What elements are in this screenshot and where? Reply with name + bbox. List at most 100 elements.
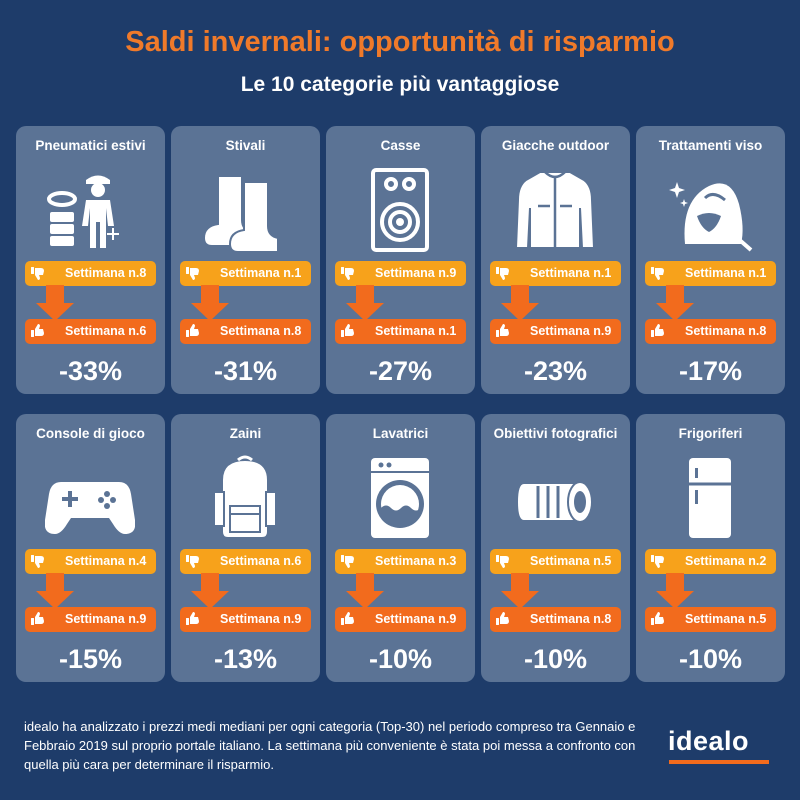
thumbs-down-icon <box>31 554 45 568</box>
washing-machine-icon <box>355 454 445 542</box>
logo-underline <box>669 760 769 764</box>
thumbs-up-icon <box>31 324 45 338</box>
best-week-label: Settimana n.9 <box>530 324 612 338</box>
category-card: Giacche outdoor Settimana n.1 <box>481 126 630 394</box>
arrow-down-icon <box>191 573 229 609</box>
worst-week-label: Settimana n.3 <box>375 554 457 568</box>
saving-percentage: -10% <box>678 644 743 674</box>
footer-note: idealo ha analizzato i prezzi medi media… <box>24 719 636 772</box>
category-name: Giacche outdoor <box>501 138 610 153</box>
thumbs-up-icon <box>186 612 200 626</box>
worst-week-label: Settimana n.1 <box>685 266 767 280</box>
worst-week-badge: Settimana n.1 <box>180 261 311 286</box>
category-name: Casse <box>380 138 421 153</box>
category-name: Obiettivi fotografici <box>493 426 618 441</box>
category-name: Lavatrici <box>372 426 429 441</box>
category-grid: Pneumatici estivi Settima <box>16 126 786 694</box>
thumbs-down-icon <box>651 554 665 568</box>
saving-percentage: -31% <box>213 356 278 386</box>
saving-percentage: -13% <box>213 644 278 674</box>
arrow-down-icon <box>501 573 539 609</box>
worst-week-label: Settimana n.1 <box>220 266 302 280</box>
best-week-badge: Settimana n.9 <box>335 607 466 632</box>
saving-percentage: -17% <box>678 356 743 386</box>
gamepad-icon <box>45 454 135 542</box>
thumbs-up-icon <box>341 324 355 338</box>
worst-week-badge: Settimana n.5 <box>490 549 621 574</box>
worst-week-badge: Settimana n.1 <box>645 261 776 286</box>
arrow-down-icon <box>346 573 384 609</box>
page-title: Saldi invernali: opportunità di risparmi… <box>125 26 675 58</box>
jacket-icon <box>510 166 600 254</box>
arrow-down-icon <box>191 285 229 321</box>
best-week-badge: Settimana n.8 <box>645 319 776 344</box>
boots-icon <box>200 166 290 254</box>
tire-worker-icon <box>45 166 135 254</box>
arrow-down-icon <box>36 573 74 609</box>
category-name: Stivali <box>225 138 266 153</box>
saving-percentage: -23% <box>523 356 588 386</box>
thumbs-up-icon <box>341 612 355 626</box>
thumbs-up-icon <box>496 324 510 338</box>
category-card: Stivali Settimana n.1 Settimana n.8 - <box>171 126 320 394</box>
worst-week-label: Settimana n.1 <box>530 266 612 280</box>
worst-week-label: Settimana n.9 <box>375 266 457 280</box>
best-week-label: Settimana n.6 <box>65 324 147 338</box>
best-week-badge: Settimana n.9 <box>490 319 621 344</box>
best-week-label: Settimana n.8 <box>685 324 767 338</box>
thumbs-down-icon <box>341 554 355 568</box>
best-week-label: Settimana n.1 <box>375 324 457 338</box>
arrow-down-icon <box>656 285 694 321</box>
arrow-down-icon <box>346 285 384 321</box>
best-week-label: Settimana n.9 <box>220 612 302 626</box>
thumbs-down-icon <box>496 266 510 280</box>
camera-lens-icon <box>510 454 600 542</box>
worst-week-badge: Settimana n.2 <box>645 549 776 574</box>
thumbs-up-icon <box>651 324 665 338</box>
saving-percentage: -10% <box>368 644 433 674</box>
thumbs-up-icon <box>496 612 510 626</box>
face-treatment-icon <box>665 166 755 254</box>
worst-week-badge: Settimana n.4 <box>25 549 156 574</box>
saving-percentage: -27% <box>368 356 433 386</box>
worst-week-label: Settimana n.5 <box>530 554 612 568</box>
category-name: Zaini <box>229 426 262 441</box>
category-name: Pneumatici estivi <box>35 138 146 153</box>
speaker-icon <box>355 166 445 254</box>
best-week-badge: Settimana n.1 <box>335 319 466 344</box>
category-name: Console di gioco <box>36 426 145 441</box>
best-week-badge: Settimana n.6 <box>25 319 156 344</box>
idealo-logo: idealo <box>668 726 750 756</box>
saving-percentage: -33% <box>58 356 123 386</box>
thumbs-down-icon <box>186 554 200 568</box>
arrow-down-icon <box>656 573 694 609</box>
best-week-badge: Settimana n.5 <box>645 607 776 632</box>
category-card: Frigoriferi Settimana n.2 Settimana n.5 … <box>636 414 785 682</box>
thumbs-up-icon <box>651 612 665 626</box>
category-card: Obiettivi fotografici Settimana n.5 <box>481 414 630 682</box>
category-card: Trattamenti viso Settimana n.1 <box>636 126 785 394</box>
category-card: Zaini Settimana n.6 <box>171 414 320 682</box>
worst-week-badge: Settimana n.6 <box>180 549 311 574</box>
category-card: Casse Settimana n.9 <box>326 126 475 394</box>
best-week-badge: Settimana n.9 <box>25 607 156 632</box>
best-week-label: Settimana n.9 <box>65 612 147 626</box>
worst-week-badge: Settimana n.1 <box>490 261 621 286</box>
thumbs-up-icon <box>31 612 45 626</box>
thumbs-up-icon <box>186 324 200 338</box>
category-card: Pneumatici estivi Settima <box>16 126 165 394</box>
worst-week-badge: Settimana n.8 <box>25 261 156 286</box>
thumbs-down-icon <box>651 266 665 280</box>
category-card: Lavatrici Settimana n.3 <box>326 414 475 682</box>
saving-percentage: -15% <box>58 644 123 674</box>
backpack-icon <box>200 454 290 542</box>
thumbs-down-icon <box>186 266 200 280</box>
best-week-badge: Settimana n.9 <box>180 607 311 632</box>
worst-week-label: Settimana n.8 <box>65 266 147 280</box>
thumbs-down-icon <box>31 266 45 280</box>
category-name: Frigoriferi <box>678 426 743 441</box>
best-week-badge: Settimana n.8 <box>180 319 311 344</box>
page-subtitle: Le 10 categorie più vantaggiose <box>240 73 560 96</box>
category-card: Console di gioco Settimana n.4 <box>16 414 165 682</box>
best-week-label: Settimana n.5 <box>685 612 767 626</box>
